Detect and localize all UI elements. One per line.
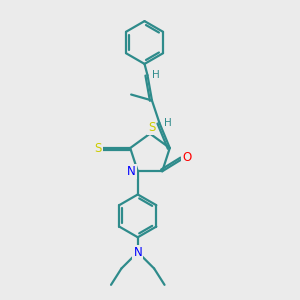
Text: H: H xyxy=(164,118,172,128)
Text: N: N xyxy=(127,165,136,178)
Text: S: S xyxy=(94,142,102,154)
Text: H: H xyxy=(152,70,160,80)
Text: N: N xyxy=(134,246,142,259)
Text: O: O xyxy=(182,152,191,164)
Text: S: S xyxy=(148,121,155,134)
